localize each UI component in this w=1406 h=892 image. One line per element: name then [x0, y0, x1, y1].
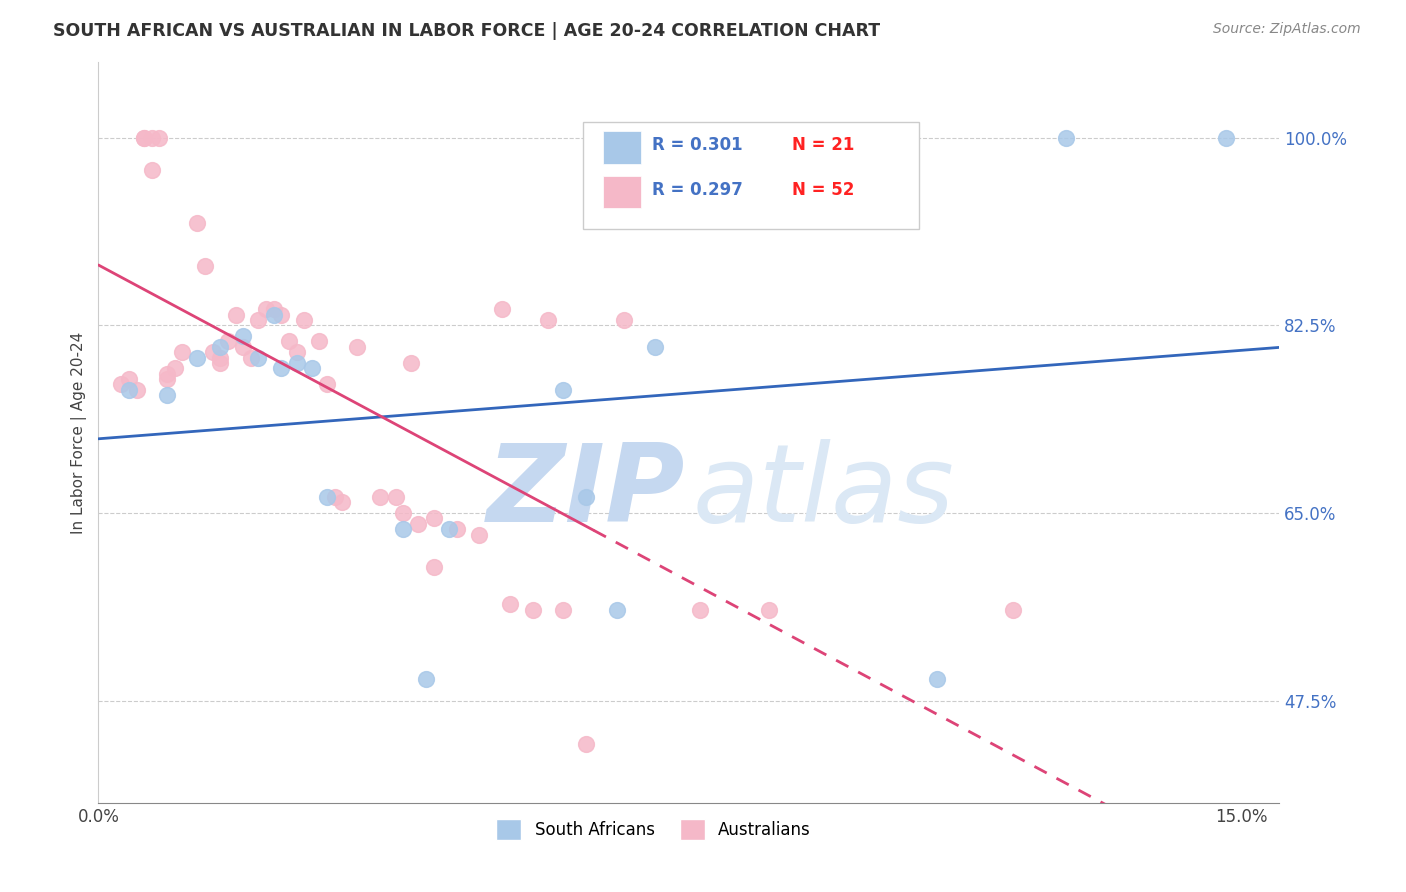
Text: R = 0.301: R = 0.301: [652, 136, 742, 154]
Point: [247, 313, 270, 327]
Point: [141, 162, 163, 177]
Point: [110, 377, 132, 392]
Point: [134, 130, 156, 145]
Point: [270, 308, 292, 322]
Point: [263, 308, 285, 322]
Point: [316, 377, 339, 392]
Point: [156, 372, 179, 386]
Point: [232, 329, 254, 343]
Point: [1215, 130, 1237, 145]
Point: [1001, 602, 1024, 616]
Text: Source: ZipAtlas.com: Source: ZipAtlas.com: [1213, 22, 1361, 37]
Text: N = 21: N = 21: [792, 136, 853, 154]
FancyBboxPatch shape: [603, 131, 641, 164]
Text: ZIP: ZIP: [486, 439, 685, 545]
Point: [415, 673, 437, 687]
Point: [186, 351, 208, 365]
Point: [522, 602, 544, 616]
Point: [399, 356, 422, 370]
Point: [575, 490, 598, 504]
Point: [689, 602, 711, 616]
Point: [925, 673, 948, 687]
Point: [1054, 130, 1077, 145]
Point: [301, 361, 323, 376]
Point: [225, 308, 247, 322]
Point: [422, 559, 444, 574]
Point: [254, 302, 277, 317]
Text: N = 52: N = 52: [792, 181, 853, 199]
Point: [499, 597, 522, 611]
Point: [553, 602, 575, 616]
Point: [232, 340, 254, 354]
Point: [613, 313, 636, 327]
Text: SOUTH AFRICAN VS AUSTRALIAN IN LABOR FORCE | AGE 20-24 CORRELATION CHART: SOUTH AFRICAN VS AUSTRALIAN IN LABOR FOR…: [53, 22, 880, 40]
Point: [468, 527, 491, 541]
Point: [316, 490, 339, 504]
Point: [446, 522, 468, 536]
Point: [118, 383, 141, 397]
Point: [408, 516, 430, 531]
Point: [209, 356, 232, 370]
Point: [156, 367, 179, 381]
Point: [194, 260, 217, 274]
Point: [163, 361, 186, 376]
Legend: South Africans, Australians: South Africans, Australians: [489, 813, 817, 847]
Point: [201, 345, 224, 359]
Point: [330, 495, 353, 509]
Point: [437, 522, 460, 536]
Point: [392, 522, 415, 536]
FancyBboxPatch shape: [582, 121, 920, 229]
Point: [392, 506, 415, 520]
Point: [308, 334, 330, 349]
Y-axis label: In Labor Force | Age 20-24: In Labor Force | Age 20-24: [72, 332, 87, 533]
Point: [156, 388, 179, 402]
Point: [370, 490, 392, 504]
Point: [758, 602, 780, 616]
Point: [270, 361, 292, 376]
Point: [384, 490, 406, 504]
Point: [285, 356, 308, 370]
Text: atlas: atlas: [693, 440, 955, 544]
Point: [292, 313, 315, 327]
Point: [346, 340, 368, 354]
Point: [247, 351, 270, 365]
Point: [209, 340, 232, 354]
Text: R = 0.297: R = 0.297: [652, 181, 744, 199]
Point: [263, 302, 285, 317]
Point: [575, 737, 598, 751]
Point: [644, 340, 666, 354]
Point: [537, 313, 560, 327]
Point: [134, 130, 156, 145]
Point: [209, 351, 232, 365]
Point: [323, 490, 346, 504]
FancyBboxPatch shape: [603, 176, 641, 209]
Point: [491, 302, 513, 317]
Point: [553, 383, 575, 397]
Point: [606, 602, 628, 616]
Point: [422, 511, 444, 525]
Point: [186, 216, 208, 230]
Point: [239, 351, 262, 365]
Point: [118, 372, 141, 386]
Point: [217, 334, 239, 349]
Point: [277, 334, 299, 349]
Point: [148, 130, 170, 145]
Point: [285, 345, 308, 359]
Point: [172, 345, 194, 359]
Point: [141, 130, 163, 145]
Point: [125, 383, 148, 397]
